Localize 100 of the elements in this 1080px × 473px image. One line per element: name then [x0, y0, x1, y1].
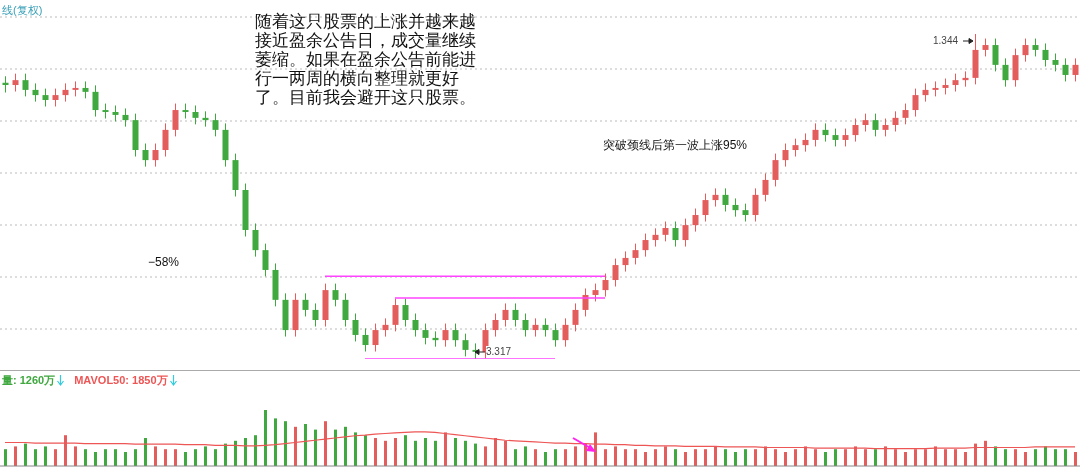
bar: [284, 421, 287, 466]
text: MAVOL50: 1850万: [74, 373, 168, 388]
candlestick: [902, 103, 909, 125]
bar: [144, 438, 147, 466]
candlestick: [702, 193, 709, 223]
bar: [964, 452, 967, 466]
candlestick: [562, 317, 569, 348]
bar: [684, 452, 687, 466]
candlestick: [352, 313, 359, 342]
candlestick: [502, 302, 509, 327]
bar: [124, 452, 127, 466]
candlestick: [192, 105, 199, 125]
bar: [194, 449, 197, 466]
bar: [104, 449, 107, 466]
candlestick: [92, 84, 99, 118]
bar: [374, 438, 377, 466]
bar: [1034, 449, 1037, 466]
candlestick: [572, 302, 579, 332]
bar: [554, 449, 557, 466]
candlestick: [122, 107, 129, 128]
bar: [544, 452, 547, 466]
bar: [744, 449, 747, 466]
bar: [204, 446, 207, 466]
bar: [694, 449, 697, 466]
bar: [1064, 449, 1067, 466]
bar: [604, 449, 607, 466]
candlestick: [22, 73, 29, 97]
bar: [54, 449, 57, 466]
bar: [44, 446, 47, 466]
candlestick: [992, 38, 999, 72]
bar: [164, 449, 167, 466]
bar: [824, 452, 827, 466]
bar: [114, 449, 117, 466]
candlestick: [172, 103, 179, 137]
candlestick: [212, 113, 219, 137]
bar: [134, 449, 137, 466]
bar: [394, 438, 397, 466]
bar: [334, 429, 337, 466]
candlestick: [492, 313, 499, 338]
bar: [244, 438, 247, 466]
bar: [34, 449, 37, 466]
bar: [734, 452, 737, 466]
bar: [94, 452, 97, 466]
bar: [564, 449, 567, 466]
candlestick: [332, 283, 339, 307]
bar: [634, 449, 637, 466]
candlestick: [252, 222, 259, 258]
candlestick: [652, 227, 659, 248]
bar: [404, 435, 407, 466]
bar: [414, 440, 417, 466]
bar: [74, 446, 77, 466]
candlestick: [412, 313, 419, 338]
text: 量: 1260万: [2, 373, 56, 388]
candlestick: [642, 233, 649, 258]
bar: [474, 443, 477, 466]
bar: [234, 440, 237, 466]
bar: [384, 440, 387, 466]
candlestick: [162, 122, 169, 158]
annotation: 突破颈线后第一波上涨95%: [603, 137, 748, 154]
candlestick: [682, 218, 689, 248]
bar: [524, 446, 527, 466]
bar: [784, 452, 787, 466]
bar: [874, 449, 877, 466]
bar: [704, 449, 707, 466]
candlestick: [62, 82, 69, 103]
candlestick: [382, 317, 389, 338]
candlestick: [552, 323, 559, 348]
candlestick: [342, 292, 349, 327]
bar: [1024, 452, 1027, 466]
bar: [304, 424, 307, 466]
bar: [654, 449, 657, 466]
annotation: 1.344: [933, 35, 959, 47]
candlestick: [32, 82, 39, 103]
candlestick: [752, 187, 759, 223]
annotation: 3.317: [486, 346, 512, 358]
candlestick: [542, 317, 549, 338]
candlestick: [602, 273, 609, 298]
candlestick: [812, 122, 819, 147]
candlestick: [762, 172, 769, 202]
bar: [454, 438, 457, 466]
bar: [344, 426, 347, 466]
candlestick: [922, 82, 929, 103]
annotation: 随着这只股票的上涨并越来越接近盈余公告日，成交量继续萎缩。如果在盈余公告前能进行一两周的横向整理就更好了。目前我会避开这只股票。: [255, 12, 477, 107]
candlestick: [262, 243, 269, 277]
bar: [1004, 449, 1007, 466]
bar: [724, 449, 727, 466]
candlestick: [372, 323, 379, 353]
candlestick: [1072, 57, 1079, 82]
candlestick: [302, 292, 309, 317]
candlestick: [312, 302, 319, 327]
candlestick: [452, 323, 459, 348]
candlestick: [722, 187, 729, 212]
candlestick: [532, 317, 539, 338]
candlestick: [1022, 38, 1029, 63]
candlestick: [402, 298, 409, 327]
candlestick: [1062, 57, 1069, 82]
bar: [424, 438, 427, 466]
bar: [24, 443, 27, 466]
candlestick: [1042, 42, 1049, 67]
bar: [4, 449, 7, 466]
